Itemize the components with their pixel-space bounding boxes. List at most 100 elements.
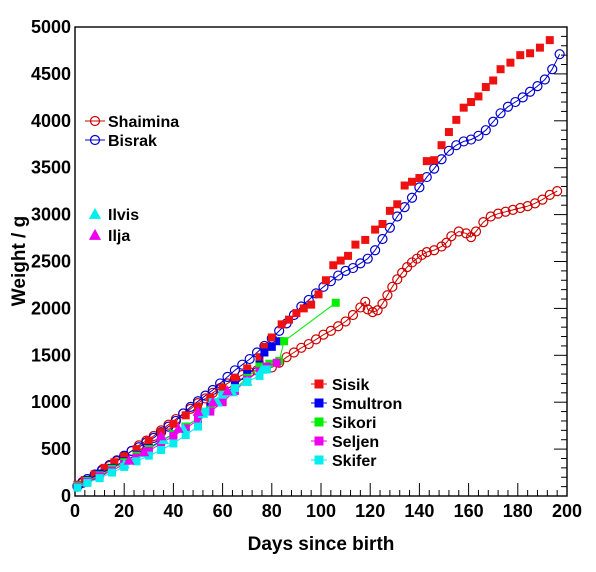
- series-ilja: [123, 385, 233, 465]
- x-tick-label: 200: [552, 501, 582, 521]
- data-point-skifer: [181, 431, 190, 440]
- data-point-sisik: [292, 309, 301, 318]
- legend-label: Smultron: [332, 396, 402, 413]
- data-point-sisik: [496, 65, 505, 74]
- data-point-sisik: [430, 156, 439, 165]
- data-point-sisik: [120, 452, 129, 461]
- data-point-shaimina: [333, 321, 344, 332]
- legend-marker: [314, 455, 324, 465]
- data-point-sisik: [516, 51, 525, 60]
- legend-entry-bisrak: Bisrak: [85, 133, 157, 150]
- data-point-shaimina: [377, 298, 388, 309]
- data-point-sisik: [467, 98, 476, 107]
- data-point-sisik: [277, 320, 286, 329]
- data-point-sisik: [444, 128, 453, 137]
- y-tick-label: 3500: [31, 158, 71, 178]
- x-tick-label: 20: [114, 501, 134, 521]
- data-point-bisrak: [355, 258, 366, 269]
- legend-entry-smultron: Smultron: [311, 396, 402, 413]
- series-sisik: [73, 36, 554, 489]
- legend-entry-sikori: Sikori: [311, 415, 376, 432]
- data-point-seljen: [194, 416, 202, 425]
- y-tick-label: 4000: [31, 111, 71, 131]
- legend-label: Seljen: [332, 434, 379, 451]
- data-point-skifer: [194, 422, 202, 431]
- data-point-bisrak: [377, 233, 388, 245]
- legend-entry-skifer: Skifer: [311, 453, 376, 470]
- data-point-sisik: [285, 315, 294, 324]
- data-point-sisik: [378, 219, 387, 228]
- data-point-shaimina: [522, 201, 533, 212]
- data-point-sisik: [169, 419, 178, 428]
- data-point-sisik: [307, 300, 316, 309]
- legend-marker: [88, 228, 102, 240]
- data-point-sisik: [459, 103, 468, 112]
- data-point-bisrak: [488, 116, 499, 127]
- legend-entry-ilja: Ilja: [88, 228, 130, 245]
- x-tick-label: 80: [262, 501, 282, 521]
- data-point-shaimina: [303, 338, 314, 350]
- legend-middle-left: Ilvis Ilja: [88, 207, 139, 245]
- data-point-shaimina: [360, 296, 371, 307]
- legend-marker: [314, 379, 324, 389]
- data-point-sisik: [535, 43, 544, 52]
- data-point-bisrak: [370, 245, 381, 256]
- y-tick-labels: 0 500 1000 1500 2000 2500 3000 3500 4000 4500 5000: [31, 17, 71, 506]
- legend-label: Ilvis: [108, 207, 139, 224]
- data-point-bisrak: [547, 64, 558, 75]
- data-point-sisik: [415, 174, 424, 183]
- data-point-shaimina: [478, 217, 489, 228]
- data-point-shaimina: [416, 249, 427, 261]
- legend-entry-sisik: Sisik: [311, 377, 369, 394]
- data-point-shaimina: [507, 204, 518, 216]
- data-point-sisik: [481, 83, 490, 92]
- data-point-sisik: [545, 36, 554, 45]
- data-point-sisik: [489, 76, 498, 85]
- data-point-sisik: [474, 92, 483, 101]
- x-axis-title: Days since birth: [248, 534, 395, 555]
- data-point-skifer: [262, 365, 271, 374]
- data-point-shaimina: [392, 274, 403, 285]
- data-point-sisik: [255, 353, 264, 362]
- legend-marker: [314, 398, 324, 408]
- data-point-sikori: [331, 298, 340, 307]
- data-point-bisrak: [473, 130, 484, 141]
- data-point-sisik: [110, 458, 119, 467]
- data-point-seljen: [272, 358, 281, 367]
- data-point-seljen: [169, 431, 178, 440]
- data-point-sisik: [100, 463, 109, 472]
- data-point-seljen: [144, 446, 153, 455]
- y-tick-label: 2500: [31, 252, 71, 272]
- data-point-sisik: [267, 333, 276, 342]
- data-point-bisrak: [532, 80, 543, 92]
- legend-label: Skifer: [332, 453, 376, 470]
- x-tick-label: 160: [454, 501, 484, 521]
- data-point-sisik: [437, 141, 446, 150]
- x-tick-label: 60: [213, 501, 233, 521]
- data-point-shaimina: [552, 186, 563, 197]
- data-point-shaimina: [421, 247, 432, 258]
- data-point-bisrak: [392, 211, 403, 222]
- data-point-shaimina: [347, 309, 359, 321]
- legend-label: Sisik: [332, 377, 369, 394]
- legend-label: Shaimina: [108, 114, 179, 131]
- data-point-bisrak: [502, 101, 514, 112]
- data-point-shaimina: [470, 226, 482, 237]
- legend-label: Ilja: [108, 228, 130, 245]
- legend-layer: Shaimina Bisrak Ilvis Ilja Sisik Smultron Siko…: [85, 114, 402, 470]
- legend-marker: [89, 134, 101, 146]
- data-point-sisik: [336, 256, 345, 265]
- legend-marker: [314, 436, 324, 446]
- data-point-sisik: [144, 436, 153, 445]
- data-point-bisrak: [443, 145, 455, 156]
- axis-ticks: [74, 26, 568, 497]
- y-tick-label: 0: [61, 486, 71, 506]
- legend-marker: [88, 207, 102, 219]
- data-point-sisik: [329, 261, 338, 270]
- data-point-sisik: [393, 200, 402, 209]
- data-point-sisik: [400, 181, 409, 190]
- data-point-ilja: [155, 430, 167, 441]
- data-point-sisik: [371, 225, 380, 234]
- data-point-sisik: [385, 206, 394, 215]
- data-point-shaimina: [382, 290, 393, 301]
